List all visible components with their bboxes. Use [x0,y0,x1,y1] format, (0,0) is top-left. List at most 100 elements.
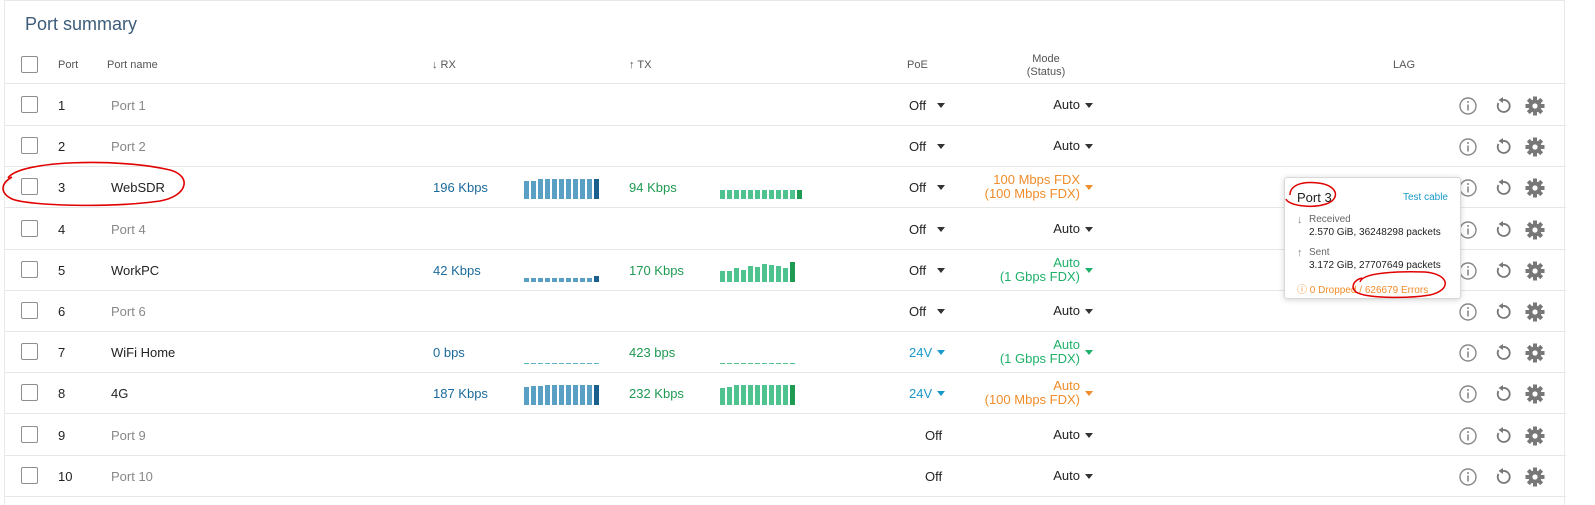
restart-icon[interactable] [1492,301,1514,323]
chevron-down-icon[interactable] [1085,226,1093,232]
table-row[interactable]: 7 WiFi Home 0 bps 423 bps 24V Auto (1 Gbps FDX… [5,332,1566,374]
chevron-down-icon[interactable] [1085,473,1093,479]
header-mode: Mode (Status) [1016,53,1076,79]
info-icon[interactable] [1457,383,1479,405]
mode-select[interactable]: Auto (1 Gbps FDX) [1000,255,1080,284]
chevron-down-icon[interactable] [937,144,945,150]
tx-sparkline [720,260,795,282]
poe-select[interactable]: Off [925,427,943,443]
poe-select[interactable]: 24V [909,345,933,361]
poe-select[interactable]: 24V [909,386,933,402]
gear-icon[interactable] [1524,466,1546,488]
row-checkbox[interactable] [21,466,38,484]
mode-select[interactable]: Auto [1053,304,1080,318]
restart-icon[interactable] [1492,95,1514,117]
tx-bar [741,269,746,282]
chevron-down-icon[interactable] [1085,267,1093,273]
poe-select[interactable]: Off [909,221,927,237]
row-checkbox[interactable] [21,96,38,113]
chevron-down-icon[interactable] [1085,350,1093,356]
tx-bar [776,190,781,200]
restart-icon[interactable] [1492,342,1514,364]
gear-icon[interactable] [1524,95,1546,117]
gear-icon[interactable] [1524,177,1546,199]
table-row[interactable]: 2 Port 2 Off Auto [5,126,1566,168]
table-row[interactable]: 10 Port 10 Off Auto [5,456,1566,497]
mode-select[interactable]: Auto [1053,139,1080,153]
restart-icon[interactable] [1492,425,1514,447]
chevron-down-icon[interactable] [1085,309,1093,314]
table-row[interactable]: 5 WorkPC 42 Kbps 170 Kbps Off Auto (1 Gbps FDX… [5,250,1566,291]
restart-icon[interactable] [1492,177,1514,199]
gear-icon[interactable] [1524,260,1546,282]
chevron-down-icon[interactable] [937,391,945,397]
info-icon[interactable] [1457,342,1479,364]
poe-select[interactable]: Off [909,98,927,113]
restart-icon[interactable] [1492,466,1514,488]
poe-select[interactable]: Off [925,468,943,484]
rx-bar [559,363,564,365]
tx-bar [720,190,725,200]
gear-icon[interactable] [1524,136,1546,158]
mode-value: Auto [1053,467,1080,483]
select-all-checkbox[interactable] [21,56,38,73]
row-checkbox[interactable] [21,137,38,155]
mode-select[interactable]: Auto [1053,467,1080,483]
restart-icon[interactable] [1492,136,1514,158]
mode-select[interactable]: Auto [1053,221,1080,236]
header-port-name: Port name [107,59,158,71]
rx-rate: 42 Kbps [433,262,481,278]
chevron-down-icon[interactable] [937,309,945,314]
chevron-down-icon[interactable] [937,267,945,273]
tx-bar [741,385,746,406]
row-checkbox[interactable] [21,343,38,361]
table-row[interactable]: 8 4G 187 Kbps 232 Kbps 24V Auto (100 Mbps FDX) [5,373,1566,415]
tx-bar [755,266,760,282]
restart-icon[interactable] [1492,383,1514,405]
port-summary-panel: Port summary Port Port name ↓ RX ↑ TX Po… [4,0,1566,505]
chevron-down-icon[interactable] [937,226,945,232]
row-checkbox[interactable] [21,384,38,402]
mode-status: (100 Mbps FDX) [984,186,1080,202]
restart-icon[interactable] [1492,219,1514,241]
row-checkbox[interactable] [21,260,38,278]
chevron-down-icon[interactable] [937,350,945,356]
row-checkbox[interactable] [21,178,38,196]
mode-select[interactable]: Auto [1053,98,1080,112]
chevron-down-icon[interactable] [1085,391,1093,397]
table-row[interactable]: 6 Port 6 Off Auto [5,291,1566,332]
mode-select[interactable]: Auto [1053,427,1080,442]
info-icon[interactable] [1457,136,1479,158]
info-icon[interactable] [1457,95,1479,117]
mode-select[interactable]: Auto (1 Gbps FDX) [1000,338,1080,366]
chevron-down-icon[interactable] [1085,103,1093,108]
info-icon[interactable] [1457,425,1479,447]
chevron-down-icon[interactable] [937,103,945,108]
poe-select[interactable]: Off [909,180,927,196]
chevron-down-icon[interactable] [1085,432,1093,438]
poe-select[interactable]: Off [909,304,927,319]
poe-select[interactable]: Off [909,139,927,155]
row-checkbox[interactable] [21,425,38,443]
info-icon[interactable] [1457,301,1479,323]
restart-icon[interactable] [1492,260,1514,282]
mode-select[interactable]: 100 Mbps FDX (100 Mbps FDX) [985,173,1080,201]
gear-icon[interactable] [1524,425,1546,447]
mode-select[interactable]: Auto (100 Mbps FDX) [985,379,1080,407]
gear-icon[interactable] [1524,342,1546,364]
poe-select[interactable]: Off [909,262,927,278]
row-checkbox[interactable] [21,302,38,319]
rx-bar [531,181,536,200]
gear-icon[interactable] [1524,383,1546,405]
chevron-down-icon[interactable] [937,185,945,191]
test-cable-link[interactable]: Test cable [1402,192,1448,203]
chevron-down-icon[interactable] [1085,144,1093,150]
table-row[interactable]: 9 Port 9 Off Auto [5,415,1566,456]
chevron-down-icon[interactable] [1085,185,1093,191]
row-checkbox[interactable] [21,219,38,237]
info-icon[interactable] [1457,466,1479,488]
gear-icon[interactable] [1524,301,1546,323]
table-row[interactable]: 1 Port 1 Off Auto [5,85,1566,126]
mode-value: Auto [1053,378,1080,394]
gear-icon[interactable] [1524,219,1546,241]
